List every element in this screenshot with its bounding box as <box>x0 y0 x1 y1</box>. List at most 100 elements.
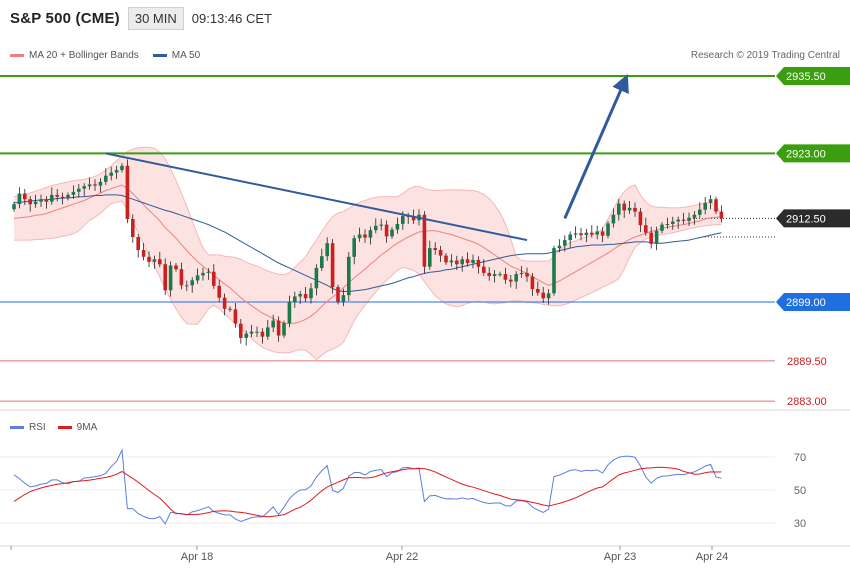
candle-up <box>514 274 518 282</box>
candle-up <box>320 256 324 268</box>
candle-up <box>492 274 497 276</box>
candle-down <box>147 256 151 262</box>
candle-down <box>303 294 308 299</box>
candle-down <box>590 232 594 235</box>
level-badge <box>776 293 850 311</box>
candle-up <box>698 209 702 215</box>
candle-down <box>260 331 265 337</box>
legend-9ma-label: 9MA <box>76 422 98 433</box>
rsi-tick-label: 50 <box>794 485 806 497</box>
level-label: 2883.00 <box>787 396 827 408</box>
candle-down <box>217 285 221 298</box>
candle-up <box>33 201 38 205</box>
bollinger-band-fill <box>14 147 722 360</box>
candle-down <box>222 297 227 309</box>
candle-up <box>120 165 124 171</box>
candle-up <box>352 238 356 257</box>
candle-down <box>44 199 49 202</box>
legend-ma20-label: MA 20 + Bollinger Bands <box>29 50 139 61</box>
candles <box>12 159 724 346</box>
candle-up <box>50 194 54 202</box>
ma50-line <box>13 194 722 292</box>
candle-down <box>482 266 486 273</box>
copyright-text: Research © 2019 Trading Central <box>690 50 840 61</box>
candle-up <box>449 260 454 263</box>
level-badge <box>776 209 850 228</box>
candle-up <box>168 265 173 291</box>
candle-down <box>233 309 238 324</box>
candle-up <box>460 259 464 265</box>
candle-down <box>681 219 686 221</box>
x-date-label: Apr 18 <box>181 551 213 563</box>
price-legend: MA 20 + Bollinger Bands MA 50 <box>10 50 214 61</box>
trend-lines <box>105 73 629 242</box>
candle-up <box>584 232 589 236</box>
candle-up <box>12 204 16 210</box>
candle-up <box>195 275 200 281</box>
candle-down <box>276 320 281 336</box>
level-badge <box>776 67 850 85</box>
candle-down <box>465 259 470 263</box>
chart-header: S&P 500 (CME) 30 MIN 09:13:46 CET <box>0 0 850 36</box>
candle-up <box>206 271 211 273</box>
interval-selector[interactable]: 30 MIN <box>127 6 184 30</box>
candle-down <box>476 259 481 267</box>
legend-rsi: RSI <box>10 422 46 433</box>
candle-up <box>557 245 562 249</box>
candle-up <box>379 224 383 226</box>
rsi-line <box>13 448 722 525</box>
x-date-label: Apr 23 <box>604 551 636 563</box>
candle-up <box>293 296 297 302</box>
candle-up <box>374 225 378 231</box>
candle-down <box>60 196 65 198</box>
candle-up <box>185 285 189 287</box>
candle-up <box>627 207 632 211</box>
rsi-tick-label: 70 <box>794 452 806 464</box>
candle-up <box>519 272 524 275</box>
candle-down <box>444 255 448 263</box>
candle-down <box>174 265 178 270</box>
price-levels <box>0 75 775 402</box>
candle-up <box>109 172 113 176</box>
legend-9ma: 9MA <box>57 422 98 433</box>
candle-down <box>530 276 535 289</box>
x-date-label: Apr 24 <box>696 551 728 563</box>
candle-up <box>568 234 572 241</box>
candle-up <box>309 288 313 299</box>
candle-up <box>298 294 302 297</box>
ma20-line <box>13 184 722 325</box>
candle-down <box>487 272 491 276</box>
candle-down <box>384 224 389 237</box>
candle-down <box>363 234 367 238</box>
moving-averages <box>13 184 722 325</box>
resistance-trendline <box>105 152 528 242</box>
forecast-arrow <box>563 73 629 220</box>
level-label: 2935.50 <box>786 71 826 83</box>
candle-up <box>17 193 22 205</box>
x-date-label: Apr 22 <box>386 551 418 563</box>
candle-up <box>708 199 713 203</box>
candle-down <box>503 274 508 280</box>
rsi-ma9-line <box>13 466 722 518</box>
candle-up <box>255 331 259 333</box>
candle-down <box>579 233 583 236</box>
candle-down <box>136 237 140 250</box>
rsi-tick-label: 30 <box>794 518 806 530</box>
candle-up <box>401 215 405 224</box>
candle-up <box>341 295 346 302</box>
candle-up <box>190 280 194 286</box>
symbol-title: S&P 500 (CME) <box>10 9 120 27</box>
candle-up <box>114 170 119 173</box>
candle-up <box>98 181 103 186</box>
candle-up <box>87 184 92 187</box>
candle-down <box>622 203 626 211</box>
candle-down <box>330 243 335 288</box>
candle-down <box>509 279 513 282</box>
candle-down <box>455 260 459 265</box>
bollinger-bands <box>13 146 722 361</box>
panel-frames <box>0 409 850 547</box>
candle-down <box>644 225 648 233</box>
legend-rsi-label: RSI <box>29 422 46 433</box>
candle-up <box>428 248 432 267</box>
